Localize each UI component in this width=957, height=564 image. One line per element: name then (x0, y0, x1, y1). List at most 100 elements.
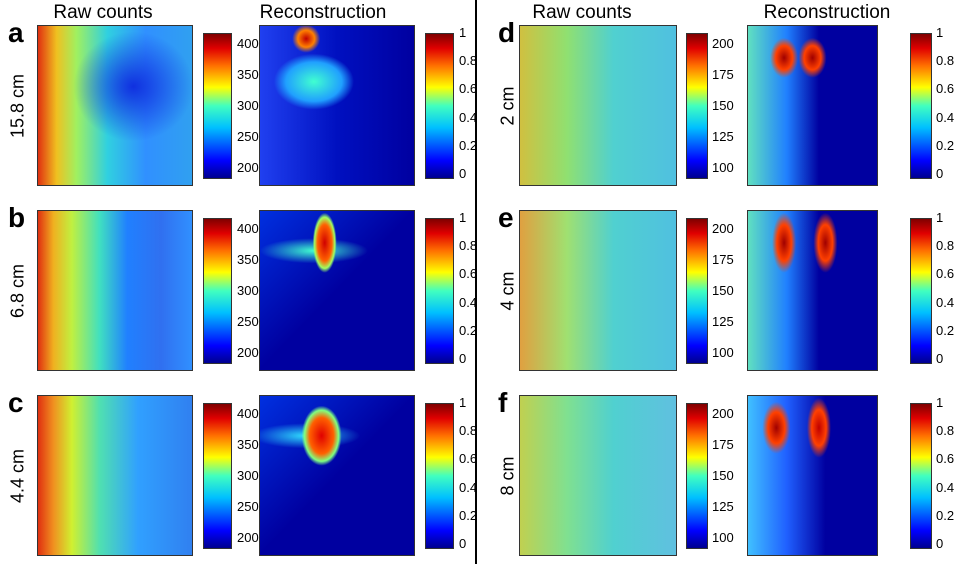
colorbar (203, 403, 232, 549)
colorbar-ticks: 1 0.8 0.6 0.4 0.2 0 (459, 395, 477, 551)
tick-label: 0.2 (936, 137, 955, 153)
tick-label: 250 (237, 129, 259, 144)
colorbar-ticks: 200 175 150 125 100 (712, 36, 734, 175)
column-header: Raw counts (532, 2, 632, 23)
colorbar (203, 218, 232, 364)
column-header: Reconstruction (259, 2, 387, 23)
tick-label: 175 (712, 437, 734, 452)
colorbar (425, 33, 454, 179)
row-label: 15.8 cm (7, 73, 28, 138)
colorbar-ticks: 1 0.8 0.6 0.4 0.2 0 (936, 210, 954, 366)
column-header: Reconstruction (763, 2, 891, 23)
tick-label: 350 (237, 437, 259, 452)
tick-label: 0 (936, 350, 944, 366)
reconstruction-image (747, 210, 878, 371)
tick-label: 175 (712, 252, 734, 267)
tick-label: 0.6 (459, 451, 478, 467)
colorbar (686, 403, 708, 549)
colorbar-ticks: 1 0.8 0.6 0.4 0.2 0 (936, 25, 954, 181)
tick-label: 100 (712, 345, 734, 360)
tick-label: 0.4 (459, 479, 478, 495)
tick-label: 0.6 (936, 81, 955, 97)
tick-label: 200 (712, 221, 734, 236)
reconstruction-image (259, 395, 415, 556)
tick-label: 175 (712, 67, 734, 82)
tick-label: 200 (237, 160, 259, 175)
tick-label: 1 (936, 210, 944, 225)
colorbar-ticks: 400 350 300 250 200 (237, 36, 259, 175)
raw-image (37, 25, 193, 186)
tick-label: 0 (459, 350, 467, 366)
tick-label: 0.8 (459, 238, 478, 254)
tick-label: 1 (459, 210, 467, 225)
tick-label: 150 (712, 468, 734, 483)
tick-label: 0 (459, 535, 467, 551)
tick-label: 300 (237, 98, 259, 113)
raw-image (519, 25, 677, 186)
tick-label: 200 (237, 345, 259, 360)
reconstruction-image (747, 25, 878, 186)
tick-label: 0.2 (936, 507, 955, 523)
raw-image (519, 210, 677, 371)
tick-label: 125 (712, 499, 734, 514)
colorbar-ticks: 200 175 150 125 100 (712, 406, 734, 545)
colorbar-ticks: 200 175 150 125 100 (712, 221, 734, 360)
colorbar (686, 218, 708, 364)
panel-letter: b (8, 202, 26, 233)
tick-label: 0.8 (459, 423, 478, 439)
colorbar (910, 218, 932, 364)
tick-label: 200 (712, 406, 734, 421)
row-label: 2 cm (497, 85, 518, 126)
colorbar (910, 403, 932, 549)
reconstruction-image (259, 25, 415, 186)
tick-label: 0.4 (936, 294, 955, 310)
panel-letter: f (498, 387, 508, 418)
tick-label: 150 (712, 283, 734, 298)
tick-label: 0.2 (936, 322, 955, 338)
tick-label: 400 (237, 221, 259, 236)
tick-label: 1 (936, 25, 944, 40)
tick-label: 0.6 (459, 266, 478, 282)
raw-image (37, 210, 193, 371)
reconstruction-image (259, 210, 415, 371)
tick-label: 0.6 (936, 451, 955, 467)
tick-label: 200 (712, 36, 734, 51)
tick-label: 400 (237, 406, 259, 421)
tick-label: 400 (237, 36, 259, 51)
tick-label: 1 (459, 25, 467, 40)
row-label: 8 cm (497, 455, 518, 496)
tick-label: 0 (459, 165, 467, 181)
tick-label: 0.4 (459, 294, 478, 310)
raw-image (37, 395, 193, 556)
tick-label: 1 (936, 395, 944, 410)
tick-label: 350 (237, 67, 259, 82)
tick-label: 0.2 (459, 137, 478, 153)
reconstruction-image (747, 395, 878, 556)
colorbar-ticks: 400 350 300 250 200 (237, 221, 259, 360)
tick-label: 0.8 (459, 53, 478, 69)
column-header: Raw counts (53, 2, 153, 23)
tick-label: 125 (712, 314, 734, 329)
tick-label: 250 (237, 314, 259, 329)
tick-label: 150 (712, 98, 734, 113)
colorbar (910, 33, 932, 179)
tick-label: 1 (459, 395, 467, 410)
tick-label: 125 (712, 129, 734, 144)
tick-label: 0.8 (936, 423, 955, 439)
tick-label: 0.4 (936, 479, 955, 495)
tick-label: 0.4 (936, 109, 955, 125)
row-label: 4.4 cm (7, 448, 28, 503)
tick-label: 0.8 (936, 53, 955, 69)
colorbar-ticks: 1 0.8 0.6 0.4 0.2 0 (936, 395, 954, 551)
colorbar-ticks: 1 0.8 0.6 0.4 0.2 0 (459, 25, 477, 181)
tick-label: 0.8 (936, 238, 955, 254)
colorbar (425, 218, 454, 364)
tick-label: 350 (237, 252, 259, 267)
panel-letter: c (8, 387, 24, 418)
tick-label: 0.2 (459, 507, 478, 523)
colorbar-ticks: 400 350 300 250 200 (237, 406, 259, 545)
tick-label: 100 (712, 530, 734, 545)
row-label: 6.8 cm (7, 263, 28, 318)
tick-label: 0 (936, 535, 944, 551)
